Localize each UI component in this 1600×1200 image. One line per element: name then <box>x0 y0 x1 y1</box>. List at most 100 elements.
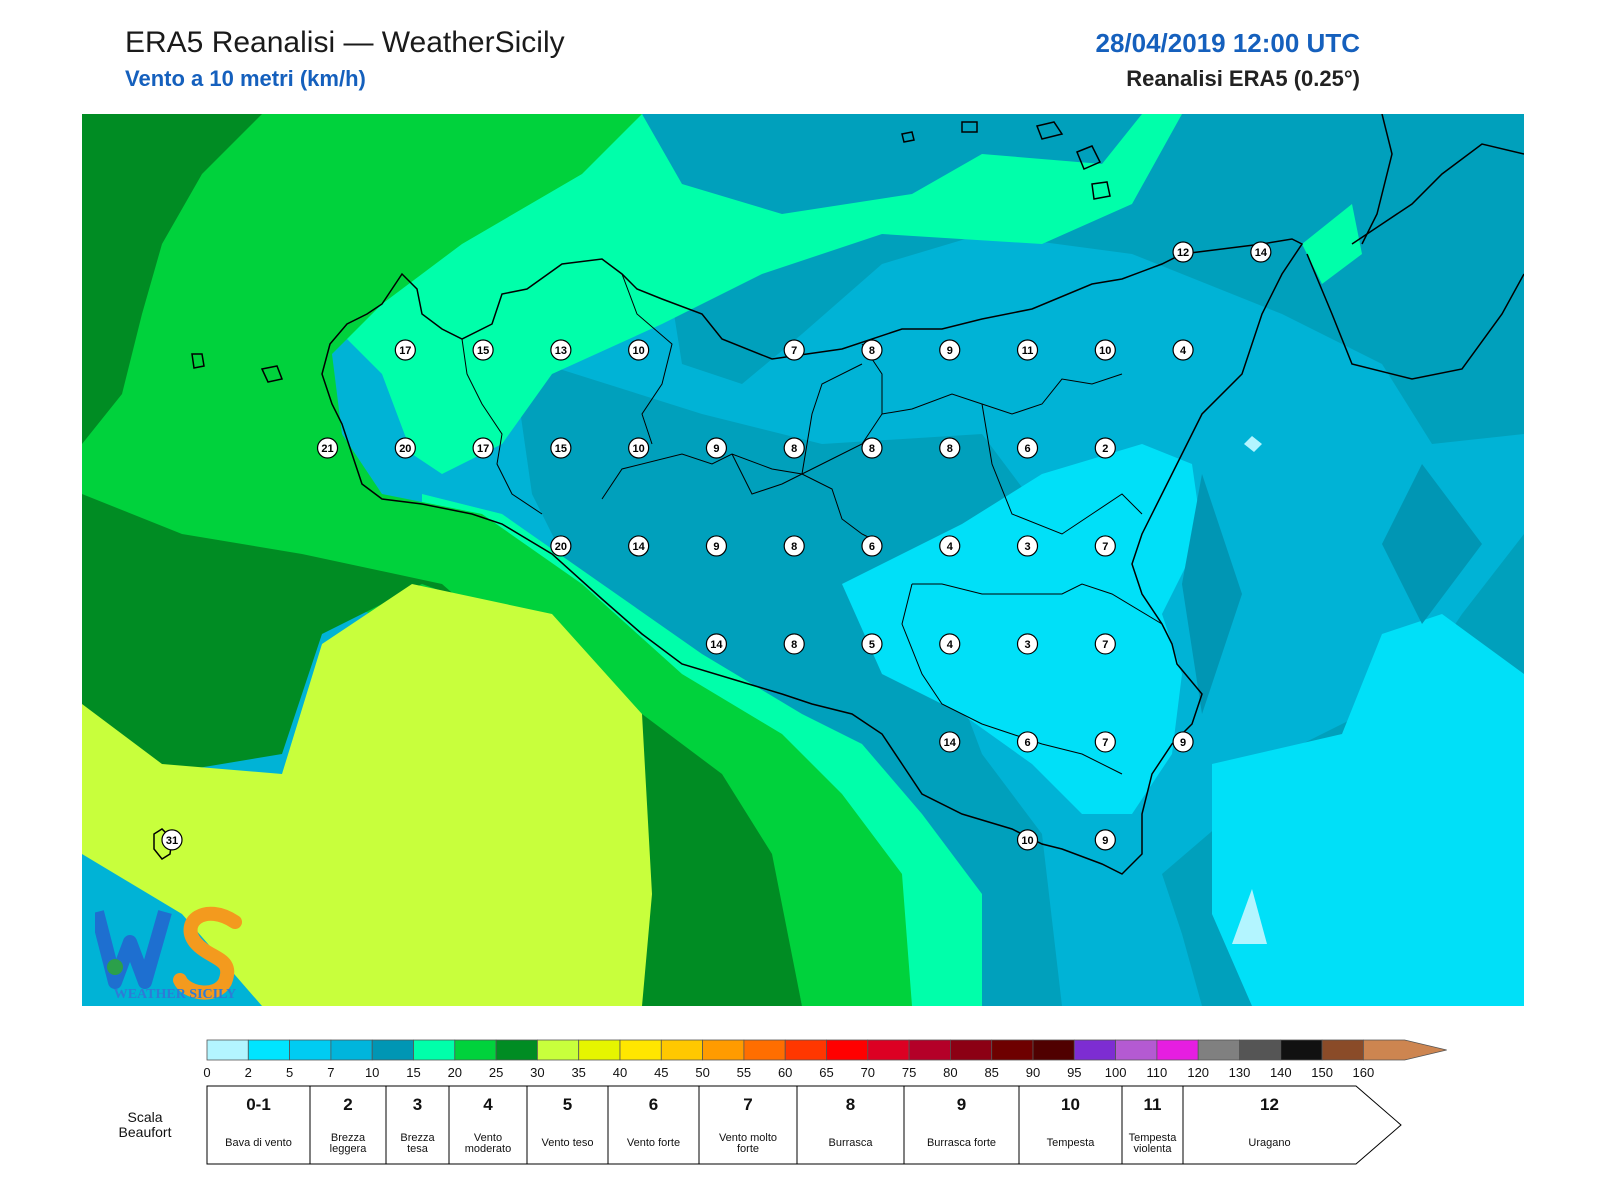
station-value: 20 <box>555 541 567 553</box>
colorbar-swatch <box>413 1039 456 1061</box>
beaufort-cell: 3 Brezza tesa <box>385 1085 450 1165</box>
colorbar-swatch <box>1073 1039 1117 1061</box>
station-circle <box>705 535 728 557</box>
station-circle <box>161 829 183 851</box>
colorbar-tick-label: 0 <box>203 1065 210 1080</box>
station-value: 7 <box>791 345 797 357</box>
station-circle <box>705 633 728 655</box>
station-marker: 4 <box>1172 339 1194 361</box>
colorbar-swatch <box>289 1039 332 1061</box>
station-marker: 10 <box>1094 339 1116 361</box>
colorbar-tick-label: 30 <box>530 1065 544 1080</box>
station-marker: 31 <box>161 829 183 851</box>
station-value: 7 <box>1102 737 1108 749</box>
contour-30-35 <box>82 584 652 1006</box>
station-marker: 10 <box>628 339 650 361</box>
beaufort-number: 10 <box>1061 1095 1080 1114</box>
egadi-island <box>260 365 284 383</box>
aeolian-island <box>1091 181 1111 200</box>
station-marker: 9 <box>1094 829 1116 851</box>
colorbar-tick-label: 20 <box>448 1065 462 1080</box>
station-value: 14 <box>710 639 723 651</box>
station-marker: 14 <box>628 535 650 557</box>
colorbar-swatch <box>206 1039 249 1061</box>
pantelleria-outline <box>153 828 173 860</box>
data-source: Reanalisi ERA5 (0.25°) <box>1126 66 1360 91</box>
beaufort-cell: 9 Burrasca forte <box>903 1085 1020 1165</box>
colorbar-swatch <box>1321 1039 1364 1061</box>
contour-25-30 <box>82 114 262 444</box>
colorbar-tick-label: 100 <box>1105 1065 1127 1080</box>
station-marker: 4 <box>939 633 961 655</box>
beaufort-cell-box <box>1121 1085 1184 1165</box>
station-value: 14 <box>1255 247 1268 259</box>
station-marker: 14 <box>939 731 961 753</box>
beaufort-cell-box <box>698 1085 798 1165</box>
station-value: 13 <box>555 345 567 357</box>
province-borders <box>461 273 1163 775</box>
station-value: 8 <box>791 443 797 455</box>
station-marker: 14 <box>1250 241 1272 263</box>
beaufort-name: Vento forte <box>627 1137 680 1149</box>
station-marker: 2 <box>1094 437 1116 459</box>
station-value: 8 <box>947 443 953 455</box>
province-border <box>901 583 1123 775</box>
colorbar-tick-label: 10 <box>365 1065 379 1080</box>
beaufort-number: 8 <box>846 1095 855 1114</box>
station-circle <box>939 633 961 655</box>
colorbar-swatch <box>660 1039 703 1061</box>
station-circle <box>939 437 961 459</box>
colorbar-tick-label: 65 <box>819 1065 833 1080</box>
beaufort-cell-box <box>607 1085 700 1165</box>
beaufort-name: Tempesta violenta <box>1129 1132 1178 1155</box>
beaufort-cell: 5 Vento teso <box>526 1085 609 1165</box>
station-marker: 3 <box>1016 633 1039 655</box>
colorbar-tick-label: 95 <box>1067 1065 1081 1080</box>
station-value: 17 <box>399 345 411 357</box>
station-value: 11 <box>1022 345 1034 357</box>
station-marker: 12 <box>1172 241 1194 263</box>
contour-7-10 <box>642 114 1524 444</box>
map-subtitle: Vento a 10 metri (km/h) <box>125 66 366 91</box>
beaufort-cell: 8 Burrasca <box>796 1085 905 1165</box>
colorbar-tick-label: 35 <box>571 1065 585 1080</box>
logo-w-shape <box>95 910 172 989</box>
colorbar-swatch-arrow <box>1363 1039 1447 1061</box>
calabria-coast-south <box>1306 253 1524 380</box>
station-value: 12 <box>1177 247 1189 259</box>
province-border <box>881 373 1123 415</box>
colorbar-tick-label: 140 <box>1270 1065 1292 1080</box>
beaufort-cell: 10 Tempesta <box>1018 1085 1123 1165</box>
station-circle <box>394 339 416 361</box>
station-circle <box>861 339 883 361</box>
aeolian-island <box>1076 145 1102 170</box>
station-circle <box>550 339 572 361</box>
colorbar-tick-label: 85 <box>984 1065 998 1080</box>
station-marker: 17 <box>394 339 416 361</box>
beaufort-name: Vento teso <box>542 1137 594 1149</box>
station-marker: 9 <box>705 437 728 459</box>
station-circle <box>1094 731 1116 753</box>
station-circle <box>472 437 494 459</box>
station-value: 5 <box>869 639 875 651</box>
colorbar-tick-label: 120 <box>1187 1065 1209 1080</box>
station-marker: 10 <box>628 437 650 459</box>
station-value: 8 <box>869 345 875 357</box>
beaufort-number: 12 <box>1260 1095 1279 1114</box>
contour-15-20 <box>1302 204 1362 284</box>
station-circle <box>1094 535 1116 557</box>
beaufort-number: 5 <box>563 1095 572 1114</box>
colorbar-swatch <box>619 1039 662 1061</box>
station-markers: 17 15 13 10 7 8 9 11 10 4 12 14 21 20 17 15 10 9 8 8 8 6 2 20 14… <box>161 241 1272 851</box>
colorbar-swatch <box>826 1039 869 1061</box>
station-marker: 9 <box>939 339 961 361</box>
station-marker: 9 <box>705 535 728 557</box>
colorbar-swatch <box>743 1039 786 1061</box>
beaufort-name: Burrasca forte <box>927 1137 996 1149</box>
station-value: 9 <box>713 541 719 553</box>
station-value: 9 <box>947 345 953 357</box>
station-marker: 8 <box>861 437 883 459</box>
station-circle <box>783 437 805 459</box>
station-value: 9 <box>1180 737 1186 749</box>
station-circle <box>1172 339 1194 361</box>
